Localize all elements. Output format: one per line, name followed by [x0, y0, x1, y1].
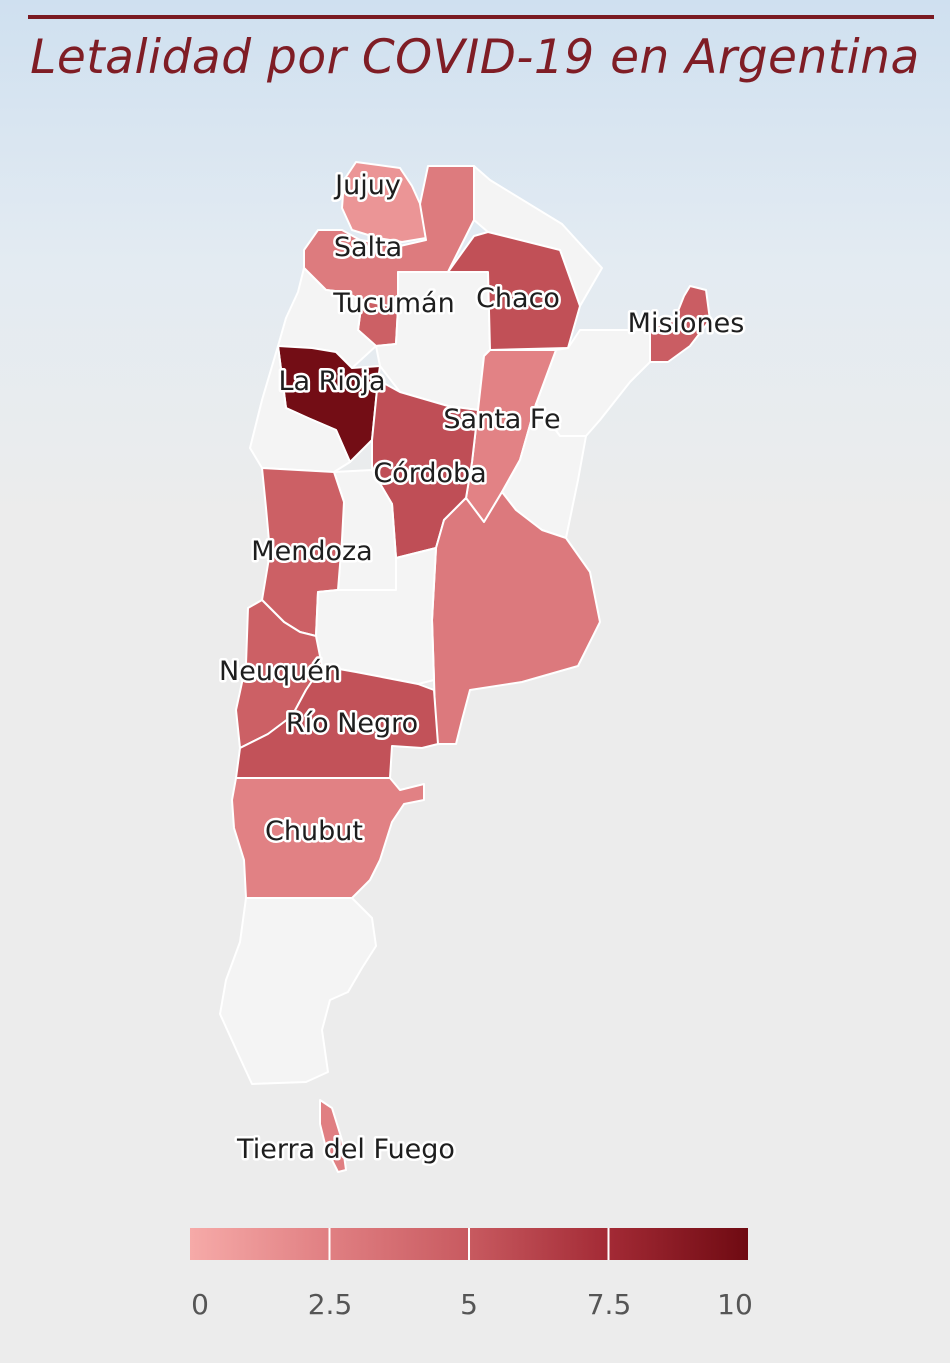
- province-rionegro[interactable]: [235, 665, 439, 779]
- province-tierradelfuego[interactable]: [319, 1099, 347, 1173]
- label-tucuman: Tucumán: [332, 288, 454, 319]
- label-tierradelfuego: Tierra del Fuego: [236, 1134, 455, 1165]
- province-jujuy[interactable]: [341, 161, 427, 243]
- top-rule: [28, 15, 934, 19]
- label-mendoza: Mendoza: [251, 536, 372, 567]
- province-buenosaires[interactable]: [431, 491, 601, 745]
- colorbar-tick: 10: [717, 1288, 753, 1321]
- colorbar-tick: 0: [191, 1288, 209, 1321]
- label-misiones: Misiones: [628, 308, 745, 339]
- label-santafe: Santa Fe: [443, 404, 560, 435]
- label-neuquen: Neuquén: [219, 656, 341, 687]
- colorbar-tick: 7.5: [587, 1288, 632, 1321]
- colorbar: 0 2.5 5 7.5 10: [190, 1228, 753, 1321]
- label-salta: Salta: [334, 232, 402, 263]
- label-chubut: Chubut: [265, 816, 363, 847]
- label-cordoba: Córdoba: [373, 458, 486, 489]
- label-jujuy: Jujuy: [333, 170, 401, 201]
- colorbar-tick: 2.5: [308, 1288, 353, 1321]
- province-misiones[interactable]: [649, 285, 711, 363]
- map-title: Letalidad por COVID-19 en Argentina: [30, 30, 920, 85]
- label-chaco: Chaco: [476, 283, 560, 314]
- label-larioja: La Rioja: [279, 366, 386, 397]
- colorbar-tick: 5: [460, 1288, 478, 1321]
- province-chubut[interactable]: [231, 777, 425, 899]
- province-chaco[interactable]: [447, 231, 581, 351]
- province-sanjuan[interactable]: [249, 345, 351, 473]
- label-rionegro: Río Negro: [286, 708, 418, 739]
- province-santacruz[interactable]: [219, 897, 377, 1085]
